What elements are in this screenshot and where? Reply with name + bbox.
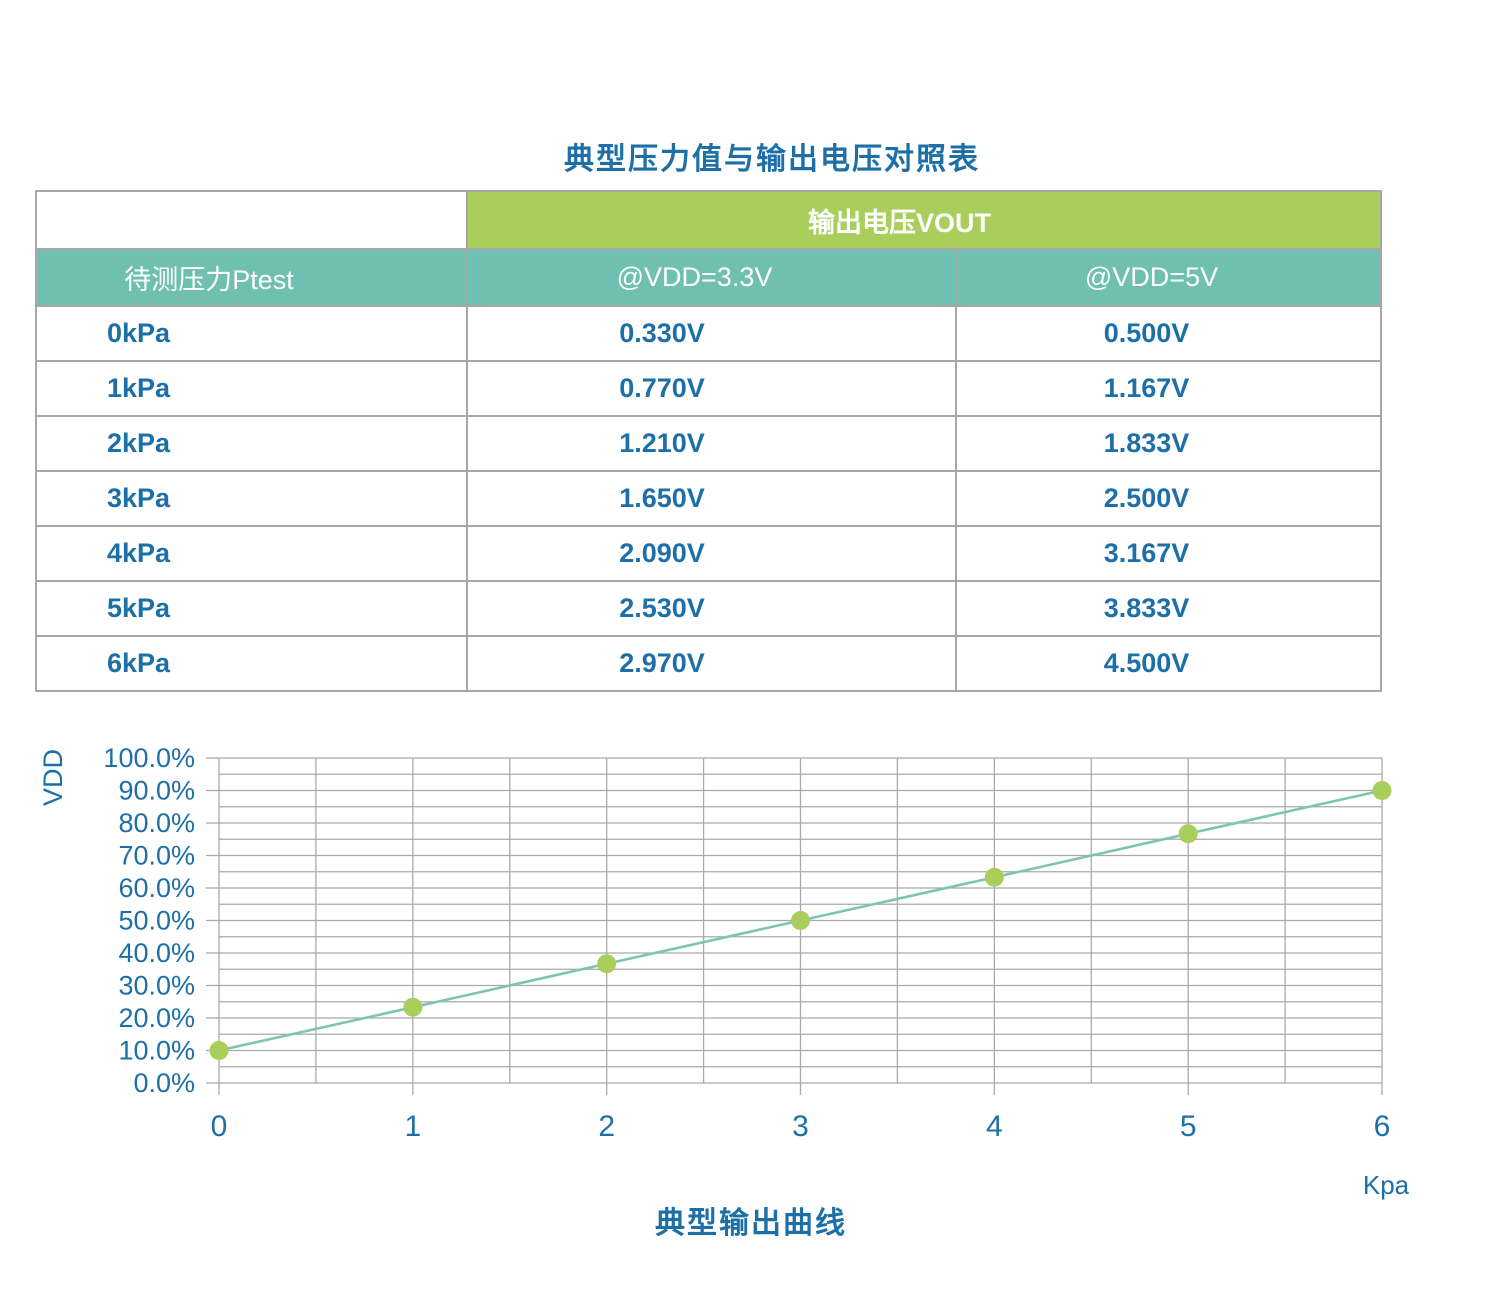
vout33-cell: 1.650V (466, 470, 957, 527)
x-tick-label: 3 (792, 1110, 809, 1143)
vout5-cell: 4.500V (954, 635, 1383, 692)
vout33-cell: 1.210V (466, 415, 957, 472)
vout-header-cell: 输出电压VOUT (465, 190, 1383, 250)
data-point-marker (209, 1041, 229, 1060)
data-point-marker (984, 867, 1004, 887)
page-title: 典型压力值与输出电压对照表 (564, 143, 980, 176)
vout5-cell: 3.167V (954, 525, 1383, 582)
pressure-column-header: 待测压力Ptest (35, 248, 468, 307)
table-row: 6kPa 2.970V 4.500V (35, 635, 1383, 692)
vout5-cell: 3.833V (954, 580, 1383, 637)
output-curve-chart: 100.0% 90.0% 80.0% 70.0% 60.0% 50.0% 40.0% 30.0… (0, 700, 1489, 1298)
x-tick-label: 5 (1180, 1110, 1197, 1143)
vdd5-column-header: @VDD=5V (954, 248, 1383, 307)
x-tick-label: 6 (1374, 1110, 1391, 1143)
y-tick-label: 30.0% (118, 971, 195, 1001)
table-row: 1kPa 0.770V 1.167V (35, 360, 1383, 417)
data-point-marker (403, 997, 423, 1017)
vout5-cell: 1.167V (954, 360, 1383, 417)
y-tick-label: 10.0% (118, 1036, 195, 1066)
data-point-marker (1372, 781, 1392, 800)
y-tick-label: 80.0% (118, 808, 195, 838)
x-tick-label: 1 (404, 1110, 421, 1143)
vout33-cell: 0.770V (466, 360, 957, 417)
table-row: 4kPa 2.090V 3.167V (35, 525, 1383, 582)
table-header-row: 待测压力Ptest @VDD=3.3V @VDD=5V (35, 248, 1383, 307)
data-point-marker (791, 911, 810, 930)
pressure-voltage-table: 输出电压VOUT 待测压力Ptest @VDD=3.3V @VDD=5V 0kP… (35, 190, 1383, 692)
line-chart-canvas: 100.0%90.0%80.0%70.0%60.0%50.0%40.0%30.0… (103, 743, 1392, 1143)
vdd33-column-header: @VDD=3.3V (466, 248, 957, 307)
pressure-cell: 5kPa (35, 580, 468, 637)
y-tick-label: 20.0% (118, 1003, 195, 1033)
chart-caption: 典型输出曲线 (655, 1207, 847, 1240)
table-row: 0kPa 0.330V 0.500V (35, 305, 1383, 362)
pressure-cell: 3kPa (35, 470, 468, 527)
pressure-cell: 0kPa (35, 305, 468, 362)
y-tick-label: 90.0% (118, 776, 195, 806)
pressure-cell: 2kPa (35, 415, 468, 472)
table-row: 输出电压VOUT (35, 190, 1383, 250)
y-tick-label: 100.0% (103, 743, 195, 773)
empty-corner-cell (35, 190, 468, 250)
data-point-marker (597, 954, 617, 974)
y-tick-label: 60.0% (118, 873, 195, 903)
pressure-cell: 4kPa (35, 525, 468, 582)
vout33-cell: 2.970V (466, 635, 957, 692)
x-tick-label: 4 (986, 1110, 1003, 1143)
pressure-cell: 1kPa (35, 360, 468, 417)
table-row: 2kPa 1.210V 1.833V (35, 415, 1383, 472)
y-tick-label: 50.0% (118, 906, 195, 936)
y-axis-title: VDD (38, 748, 68, 806)
table-row: 3kPa 1.650V 2.500V (35, 470, 1383, 527)
vout5-cell: 1.833V (954, 415, 1383, 472)
vout5-cell: 2.500V (954, 470, 1383, 527)
vout33-cell: 0.330V (466, 305, 957, 362)
x-tick-label: 0 (211, 1110, 228, 1143)
y-tick-label: 40.0% (118, 938, 195, 968)
data-point-marker (1178, 824, 1198, 844)
vout33-cell: 2.530V (466, 580, 957, 637)
vout33-cell: 2.090V (466, 525, 957, 582)
x-tick-label: 2 (598, 1110, 615, 1143)
vout5-cell: 0.500V (954, 305, 1383, 362)
y-tick-label: 70.0% (118, 841, 195, 871)
x-axis-unit-label: Kpa (1362, 1170, 1410, 1200)
y-tick-label: 0.0% (133, 1068, 195, 1098)
pressure-cell: 6kPa (35, 635, 468, 692)
table-row: 5kPa 2.530V 3.833V (35, 580, 1383, 637)
